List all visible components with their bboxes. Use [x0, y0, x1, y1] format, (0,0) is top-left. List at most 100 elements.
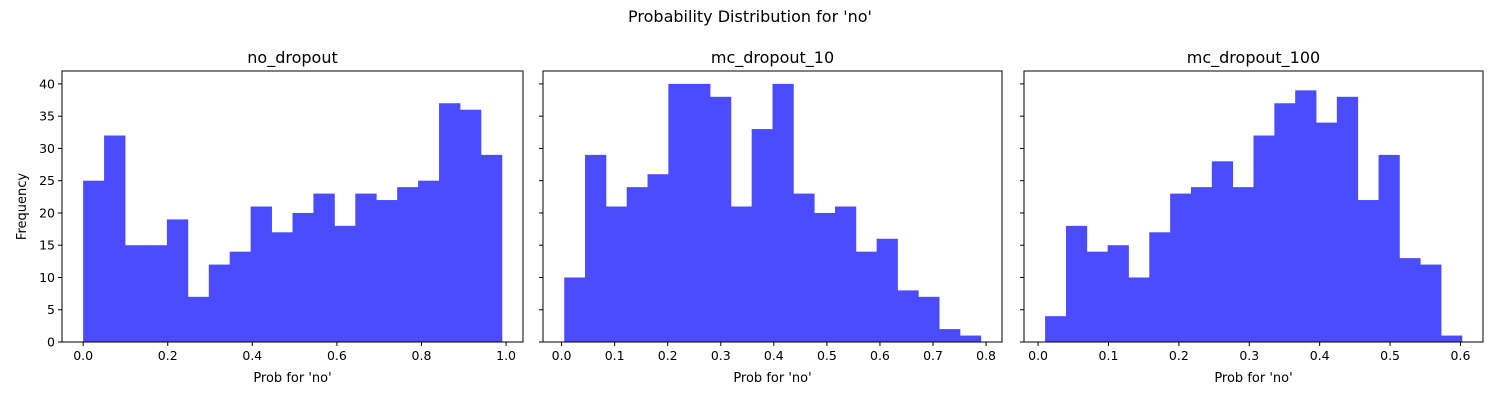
y-tick-label: 25 [39, 173, 55, 188]
plot-frame [61, 70, 524, 343]
histogram-bar [397, 187, 419, 342]
y-tick-label: 40 [39, 76, 55, 91]
x-tick-label: 0.1 [605, 348, 625, 363]
histogram-bar [125, 245, 147, 342]
panel-title: no_dropout [247, 48, 337, 68]
x-tick-label: 0.2 [158, 348, 178, 363]
histogram-bar [292, 212, 314, 342]
histogram-bar [564, 277, 586, 342]
histogram-bar [1232, 187, 1254, 342]
panels: 0.0 0.2 0.4 0.6 0.8 1.0 0 5 10 15 20 25 30 35 40 no_dro… [15, 48, 1484, 386]
histogram-bar [418, 180, 440, 342]
histogram-bar [585, 154, 607, 342]
histogram-bar [1336, 96, 1359, 342]
histogram-bar [710, 96, 732, 342]
histogram-bar [1316, 122, 1338, 343]
histogram-bar [689, 83, 711, 343]
histogram-bar [439, 103, 461, 342]
histogram-bar [480, 154, 503, 342]
x-tick-label: 0.3 [711, 348, 731, 363]
histogram-bar [229, 251, 252, 342]
histogram-bar [730, 206, 753, 342]
histogram-bar [834, 206, 857, 342]
x-tick-label: 0.5 [817, 348, 837, 363]
x-tick-label: 0.2 [658, 348, 678, 363]
histogram-bar [793, 193, 815, 342]
x-tick-label: 0.3 [1239, 348, 1259, 363]
histogram-bar [1065, 225, 1088, 342]
x-axis-label: Prob for 'no' [1214, 371, 1292, 386]
plot-frame [1023, 70, 1484, 343]
histogram-bar [83, 180, 105, 342]
y-tick-label: 35 [39, 109, 55, 124]
x-tick-label: 0.1 [1099, 348, 1119, 363]
histogram-bar [855, 251, 878, 342]
histogram-bar [939, 329, 961, 342]
histogram-bar [814, 212, 836, 342]
x-tick-label: 0.7 [923, 348, 943, 363]
histogram-bar [1211, 161, 1234, 342]
x-tick-label: 0.0 [1028, 348, 1048, 363]
x-tick-label: 0.6 [1451, 348, 1471, 363]
histogram-bar [208, 264, 231, 342]
histogram-bar [250, 206, 272, 342]
histogram-bar [1399, 258, 1421, 342]
chart-panel-3: 0.0 0.1 0.2 0.3 0.4 0.5 0.6 mc_dropout_100 Prob … [1020, 48, 1484, 386]
histogram-bar [897, 290, 919, 342]
histogram-bar [1045, 316, 1067, 342]
histogram-bar [605, 206, 628, 342]
histogram-bar [1170, 193, 1192, 342]
chart-panel-2: 0.0 0.1 0.2 0.3 0.4 0.5 0.6 0.7 0.8 mc_dropout_10… [539, 48, 1003, 386]
histogram-bar [959, 335, 982, 342]
histogram-bar [1420, 264, 1442, 342]
histogram-bar [376, 200, 398, 342]
x-tick-label: 0.8 [412, 348, 432, 363]
histogram-bar [772, 83, 794, 343]
histogram-bar [1274, 103, 1296, 342]
y-tick-label: 5 [47, 302, 55, 317]
histogram-bar [1128, 277, 1150, 342]
histogram-bar [187, 296, 210, 342]
histogram-bar [1357, 200, 1379, 342]
y-tick-label: 0 [47, 335, 55, 350]
histogram-bar [1190, 187, 1213, 342]
panel-title: mc_dropout_100 [1187, 48, 1320, 68]
figure-title: Probability Distribution for 'no' [628, 7, 872, 26]
x-tick-label: 0.6 [327, 348, 347, 363]
histogram-bar [876, 238, 898, 342]
x-tick-label: 0.6 [870, 348, 890, 363]
histogram-bar [459, 109, 482, 343]
x-tick-label: 0.4 [242, 348, 262, 363]
plot-frame [542, 70, 1003, 343]
x-tick-label: 0.8 [976, 348, 996, 363]
histogram-bar [668, 83, 690, 343]
histogram-bar [647, 174, 669, 342]
histogram-bar [271, 232, 293, 342]
histogram-bar [1441, 335, 1463, 342]
histogram-bar [104, 135, 126, 342]
histogram-bar [334, 225, 356, 342]
x-axis-label: Prob for 'no' [253, 371, 331, 386]
y-axis-label: Frequency [15, 173, 30, 240]
histogram-bar [313, 193, 335, 342]
histogram-bar [918, 296, 940, 342]
x-tick-label: 0.0 [73, 348, 93, 363]
y-tick-label: 30 [39, 141, 55, 156]
x-axis-label: Prob for 'no' [733, 371, 811, 386]
x-tick-label: 0.2 [1169, 348, 1189, 363]
y-tick-label: 10 [39, 270, 55, 285]
histogram-bar [1107, 245, 1129, 342]
histogram-bar [166, 219, 189, 342]
y-tick-label: 20 [39, 205, 55, 220]
histogram-bar [1149, 232, 1171, 342]
x-tick-label: 1.0 [496, 348, 516, 363]
histogram-bar [355, 193, 377, 342]
histogram-bar [751, 129, 773, 342]
chart-panel-1: 0.0 0.2 0.4 0.6 0.8 1.0 0 5 10 15 20 25 30 35 40 no_dro… [15, 48, 524, 386]
histogram-bar [1295, 90, 1317, 342]
panel-title: mc_dropout_10 [711, 48, 834, 68]
y-tick-label: 15 [39, 238, 55, 253]
histogram-bar [1086, 251, 1109, 342]
x-tick-label: 0.4 [1310, 348, 1330, 363]
